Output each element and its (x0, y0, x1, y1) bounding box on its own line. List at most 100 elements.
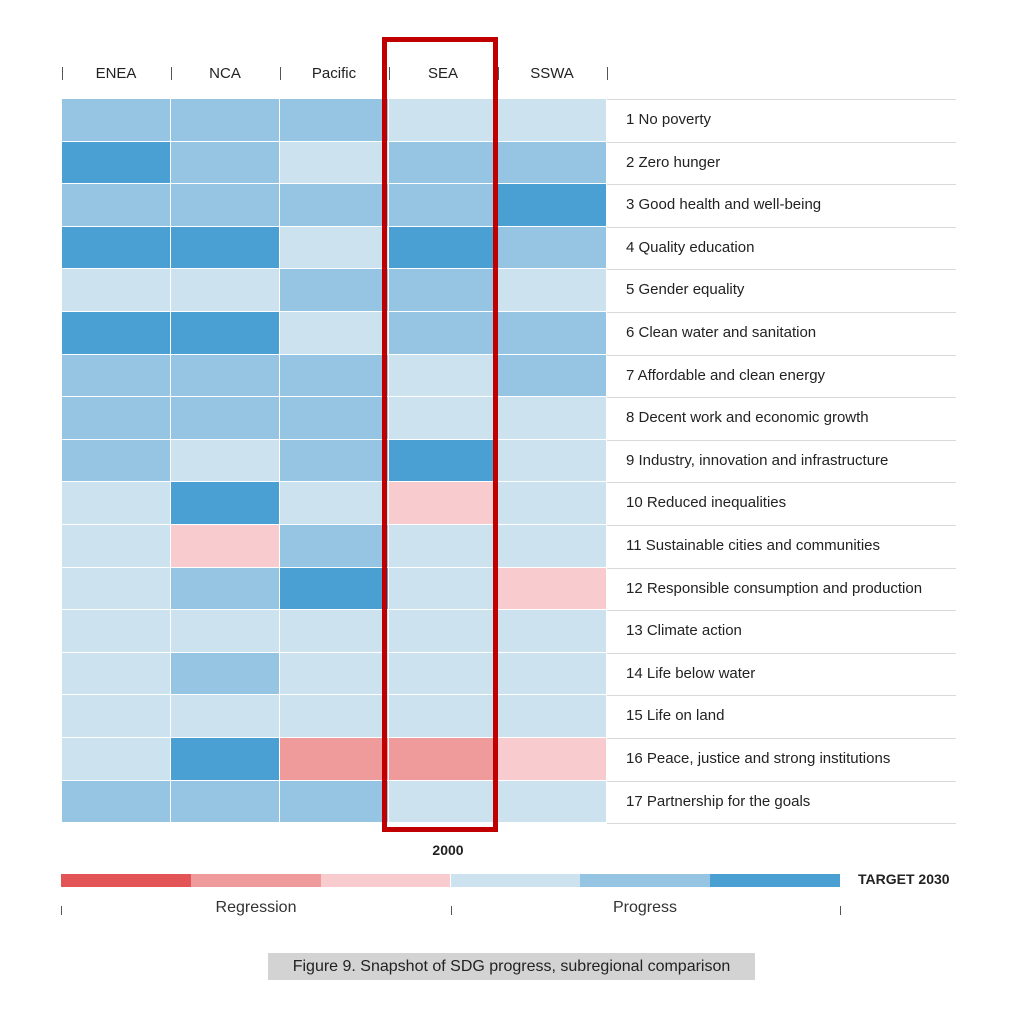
legend-tick (61, 906, 62, 915)
column-separator-tick (171, 67, 172, 80)
row-label: 16 Peace, justice and strong institution… (626, 750, 891, 767)
heatmap-cell (62, 482, 170, 524)
heatmap-cell (62, 269, 170, 311)
column-header-pacific: Pacific (311, 65, 357, 82)
heatmap-cell (389, 269, 497, 311)
row-divider (607, 525, 956, 526)
column-separator-tick (62, 67, 63, 80)
heatmap-cell (280, 141, 388, 184)
heatmap-cell (171, 738, 279, 780)
row-divider (607, 610, 956, 612)
heatmap-cell (280, 482, 388, 524)
row-divider (607, 482, 956, 484)
row-label: 2 Zero hunger (626, 153, 721, 171)
row-label: 5 Gender equality (626, 281, 745, 299)
heatmap-cell (171, 695, 279, 737)
heatmap-cell (498, 397, 606, 439)
heatmap-cell (62, 141, 170, 184)
heatmap-cell (498, 269, 606, 311)
heatmap-cell (171, 610, 279, 652)
heatmap-cell (389, 567, 497, 610)
base-year-label: 2000 (432, 842, 464, 858)
heatmap-cell (62, 695, 170, 737)
heatmap-cell (62, 354, 170, 397)
row-label: 8 Decent work and economic growth (626, 409, 869, 427)
legend-regression-label: Regression (215, 899, 297, 916)
heatmap-cell (171, 439, 279, 482)
heatmap-cell (62, 610, 170, 652)
heatmap-cell (389, 141, 497, 184)
heatmap-cell (280, 184, 388, 226)
heatmap-cell (389, 397, 497, 439)
heatmap-cell (280, 397, 388, 439)
heatmap-cell (62, 226, 170, 269)
heatmap-cell (498, 780, 606, 823)
heatmap-cell (389, 482, 497, 524)
heatmap-cell (389, 738, 497, 780)
heatmap-cell (171, 141, 279, 184)
heatmap-cell (171, 184, 279, 226)
row-label: 12 Responsible consumption and productio… (626, 579, 923, 597)
row-label: 1 No poverty (626, 111, 712, 128)
legend-color-segment (580, 874, 711, 887)
heatmap-cell (280, 780, 388, 823)
heatmap-cell (280, 312, 388, 354)
row-divider (607, 141, 956, 143)
row-divider (607, 738, 956, 739)
heatmap-cell (62, 99, 170, 141)
heatmap-cell (280, 525, 388, 567)
heatmap-cell (171, 312, 279, 354)
heatmap-cell (498, 312, 606, 354)
column-separator-tick (498, 67, 499, 80)
heatmap-cell (280, 610, 388, 652)
heatmap-cell (280, 695, 388, 737)
heatmap-cell (62, 184, 170, 226)
row-divider (607, 226, 956, 228)
heatmap-cell (498, 610, 606, 652)
row-divider (607, 652, 956, 654)
column-header-nca: NCA (209, 65, 241, 82)
heatmap-cell (498, 482, 606, 524)
row-label: 9 Industry, innovation and infrastructur… (626, 451, 889, 469)
row-label: 11 Sustainable cities and communities (626, 537, 881, 554)
legend-tick (451, 906, 452, 915)
heatmap-cell (280, 652, 388, 695)
column-separator-tick (389, 67, 390, 80)
heatmap-cell (62, 439, 170, 482)
heatmap-cell (498, 354, 606, 397)
heatmap-cell (389, 610, 497, 652)
heatmap-cell (389, 525, 497, 567)
row-divider (607, 780, 956, 782)
heatmap-cell (498, 738, 606, 780)
heatmap-cell (280, 226, 388, 269)
heatmap-cell (62, 312, 170, 354)
heatmap-cell (171, 99, 279, 141)
heatmap-cell (171, 354, 279, 397)
heatmap-cell (389, 652, 497, 695)
row-divider (607, 99, 956, 100)
column-separator-tick (607, 67, 608, 80)
column-header-sea: SEA (427, 65, 458, 82)
legend-tick (840, 906, 841, 915)
heatmap-cell (498, 567, 606, 610)
heatmap-cell (498, 439, 606, 482)
column-header-sswa: SSWA (530, 65, 574, 82)
heatmap-cell (171, 397, 279, 439)
heatmap-cell (62, 525, 170, 567)
heatmap-cell (62, 567, 170, 610)
row-label: 10 Reduced inequalities (626, 494, 787, 512)
heatmap-cell (498, 226, 606, 269)
heatmap-cell (171, 226, 279, 269)
legend-color-segment (450, 874, 581, 887)
heatmap-cell (171, 269, 279, 311)
heatmap-cell (389, 354, 497, 397)
heatmap-cell (498, 695, 606, 737)
heatmap-cell (62, 780, 170, 823)
row-divider (607, 312, 956, 313)
heatmap-cell (498, 184, 606, 226)
row-label: 15 Life on land (626, 707, 725, 725)
heatmap-cell (498, 141, 606, 184)
legend-color-segment (190, 874, 321, 887)
row-divider (607, 439, 956, 441)
